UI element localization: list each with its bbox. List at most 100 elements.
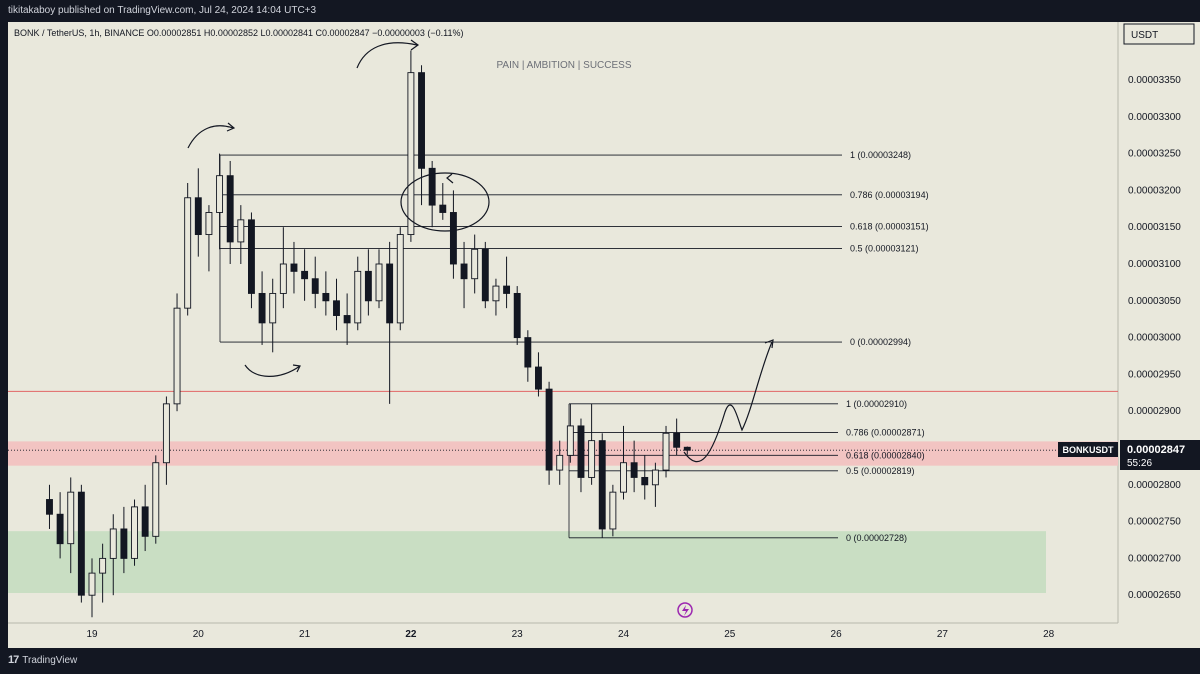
x-tick-label: 25 <box>724 629 736 640</box>
candle-body <box>322 292 330 302</box>
fib-level-label: 0.5 (0.00002819) <box>846 466 915 476</box>
axis-corner <box>1118 623 1200 648</box>
candle-body <box>141 506 149 537</box>
fib-level-label: 0.618 (0.00002840) <box>846 450 925 460</box>
fib-level-label: 0.786 (0.00002871) <box>846 428 925 438</box>
candle-body <box>279 263 287 294</box>
y-tick-label: 0.00003100 <box>1128 259 1181 270</box>
lightning-bolt-glyph <box>682 605 689 616</box>
candle-body <box>524 337 532 368</box>
candle-body <box>88 572 96 596</box>
candle-body <box>364 270 372 302</box>
currency-button-label: USDT <box>1131 30 1158 41</box>
candle-body <box>301 270 309 280</box>
y-tick-label: 0.00002950 <box>1128 369 1181 380</box>
lightning-icon[interactable] <box>677 602 693 618</box>
currency-button[interactable] <box>1123 23 1195 45</box>
arrow-head-3 <box>292 364 301 373</box>
projection-path <box>683 341 773 463</box>
arrow-head-2 <box>410 39 420 51</box>
candle-body <box>651 469 659 486</box>
candle-body <box>333 300 340 316</box>
symbol-tag-text: BONKUSDT <box>1063 445 1115 455</box>
candle-body <box>641 476 649 486</box>
x-tick-label: 27 <box>937 629 949 640</box>
candle-body <box>428 167 436 206</box>
candle-body <box>503 285 511 294</box>
drawings-layer <box>187 39 774 463</box>
y-tick-label: 0.00003200 <box>1128 185 1181 196</box>
candle-body <box>418 72 425 169</box>
fib-level-label: 0.618 (0.00003151) <box>850 221 929 231</box>
x-tick-label: 28 <box>1043 629 1055 640</box>
tradingview-logo[interactable]: 17 TradingView <box>8 654 77 666</box>
projection-arrow-head <box>764 339 774 349</box>
candle-body <box>577 425 585 478</box>
arrow-head-1 <box>226 122 236 132</box>
fib-level-label: 0.786 (0.00003194) <box>850 190 929 200</box>
candle-body <box>545 388 553 471</box>
x-tick-label: 21 <box>299 629 311 640</box>
fib-level-label: 0.5 (0.00003121) <box>850 244 919 254</box>
candle-body <box>375 263 383 302</box>
y-axis-ticks: 0.00003350 0.00003300 0.00003250 0.00003200… <box>1128 75 1181 601</box>
candle-body <box>630 462 638 478</box>
candle-body <box>354 270 362 324</box>
candle-body <box>609 491 617 530</box>
arrow-curve-1 <box>187 125 234 149</box>
x-tick-label: 23 <box>512 629 524 640</box>
chart-pane[interactable] <box>8 22 1118 623</box>
arrow-curve-2 <box>356 42 418 69</box>
candle-body <box>588 440 596 478</box>
fib-level-label: 0 (0.00002728) <box>846 533 907 543</box>
candle-body <box>386 263 394 324</box>
candle-body <box>290 263 298 272</box>
candle-body <box>662 432 670 471</box>
candle-body <box>162 403 170 464</box>
y-tick-label: 0.00003350 <box>1128 75 1181 86</box>
candle-body <box>216 175 224 213</box>
y-tick-label: 0.00002900 <box>1128 406 1181 417</box>
candle-body <box>226 175 234 243</box>
candle-body <box>449 212 457 265</box>
candle-body <box>343 315 351 324</box>
candle-body <box>258 292 266 324</box>
symbol-legend: BONK / TetherUS, 1h, BINANCE O0.00002851… <box>14 28 464 38</box>
candle-body <box>184 197 192 309</box>
x-tick-label: 22 <box>405 629 417 640</box>
candle-body <box>535 366 542 390</box>
fib-level-label: 1 (0.00002910) <box>846 399 907 409</box>
footer-bar <box>0 648 1200 674</box>
candle-body <box>460 263 468 280</box>
x-tick-label: 26 <box>831 629 843 640</box>
candle-body <box>131 506 138 559</box>
candle-body <box>205 212 213 236</box>
candle-body <box>673 432 681 448</box>
candle-body <box>481 248 489 302</box>
current-price-tag <box>1120 440 1200 470</box>
candle-body <box>269 292 277 324</box>
candle-body <box>120 528 128 559</box>
publisher-line: tikitakaboy published on TradingView.com… <box>8 5 317 16</box>
candle-body <box>237 219 245 243</box>
time-axis[interactable] <box>8 623 1118 648</box>
x-axis-ticks: 19 20 21 22 23 24 25 26 27 28 <box>86 629 1054 640</box>
fib-level-label: 0 (0.00002994) <box>850 337 911 347</box>
circle-arrow-head <box>446 173 454 184</box>
candle-body <box>439 204 447 213</box>
fib-level-label: 1 (0.00003248) <box>850 150 911 160</box>
watermark-text: PAIN | AMBITION | SUCCESS <box>496 60 631 71</box>
tv-logo-text: TradingView <box>22 654 78 666</box>
candle-body <box>311 278 319 294</box>
y-tick-label: 0.00002700 <box>1128 553 1181 564</box>
price-axis[interactable] <box>1118 22 1200 623</box>
current-price-text: 0.00002847 <box>1127 444 1185 456</box>
candle-body <box>620 462 627 493</box>
symbol-tag <box>1058 442 1118 457</box>
candle-body <box>109 528 117 559</box>
candle-body <box>77 491 85 596</box>
candle-body <box>99 557 107 574</box>
candles-layer <box>46 50 691 618</box>
